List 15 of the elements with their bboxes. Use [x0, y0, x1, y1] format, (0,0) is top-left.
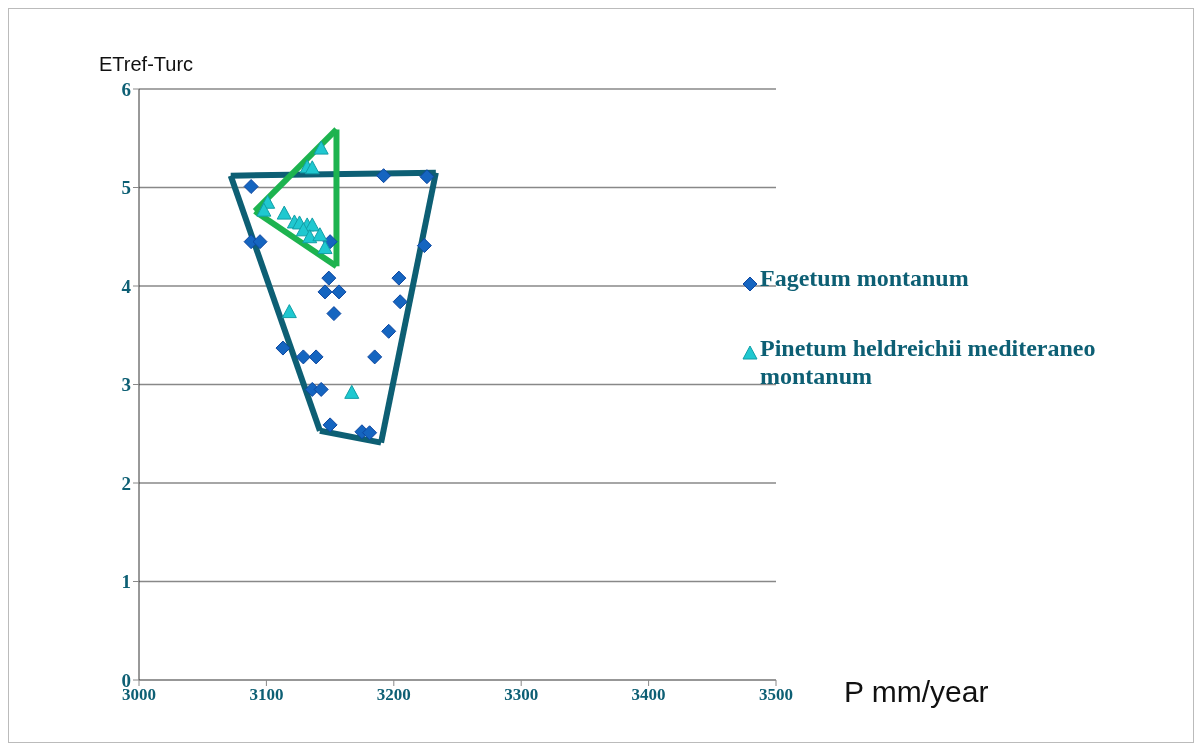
x-tick-label: 3200: [376, 685, 411, 705]
x-tick-label: 3100: [249, 685, 284, 705]
x-tick-label: 3500: [759, 685, 793, 705]
y-tick-label: 1: [121, 571, 131, 593]
y-tick-label: 4: [121, 275, 132, 297]
y-tick-label: 5: [121, 177, 131, 199]
y-tick-label: 3: [121, 374, 131, 396]
y-tick-label: 6: [121, 78, 131, 100]
x-tick-label: 3400: [631, 685, 666, 705]
legend-label: Pinetum heldreichii mediteraneo montanum: [760, 334, 1097, 390]
y-axis-title: ETref-Turc: [99, 53, 194, 76]
x-tick-label: 3300: [504, 685, 539, 705]
y-tick-label: 2: [121, 472, 131, 494]
x-axis-title: P mm/year: [844, 675, 989, 709]
legend-label: Fagetum montanum: [760, 264, 969, 292]
